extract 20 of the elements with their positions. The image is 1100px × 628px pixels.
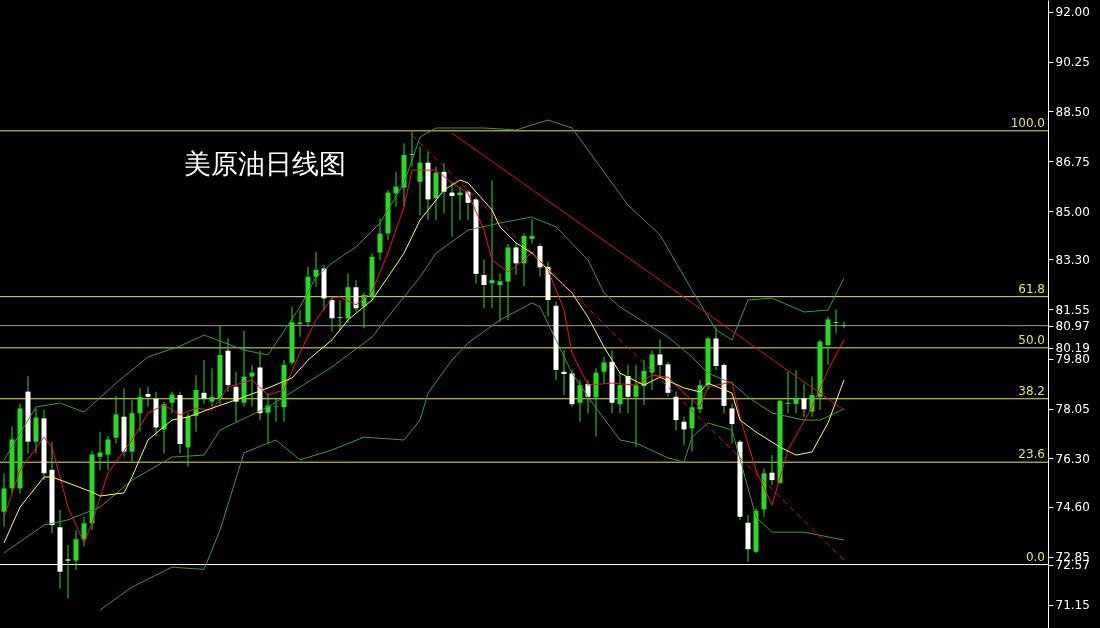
annotation: 100.0 — [1010, 115, 1045, 130]
y-tick-label: 74.60 — [1055, 500, 1090, 515]
y-tick-label: 86.75 — [1055, 154, 1090, 169]
y-tick-label: 81.55 — [1055, 302, 1090, 317]
y-tick-label: 88.50 — [1055, 104, 1090, 119]
y-tick-label: 79.80 — [1055, 352, 1090, 367]
text: 美原油日线图 — [184, 148, 346, 179]
y-tick-label: 80.97 — [1055, 319, 1090, 334]
y-tick-label: 76.30 — [1055, 451, 1090, 466]
y-tick-label: 83.30 — [1055, 252, 1090, 267]
y-tick-label: 71.15 — [1055, 598, 1090, 613]
annotation: 38.2 — [1018, 383, 1045, 398]
annotation: 23.6 — [1018, 447, 1045, 462]
annotation: 50.0 — [1018, 332, 1045, 347]
annotation: 0.0 — [1025, 549, 1045, 564]
annotation: 61.8 — [1018, 281, 1045, 296]
y-tick-label: 85.00 — [1055, 204, 1090, 219]
y-tick-label: 78.05 — [1055, 402, 1090, 417]
y-tick-label: 92.00 — [1055, 5, 1090, 20]
y-tick-label: 90.25 — [1055, 55, 1090, 70]
